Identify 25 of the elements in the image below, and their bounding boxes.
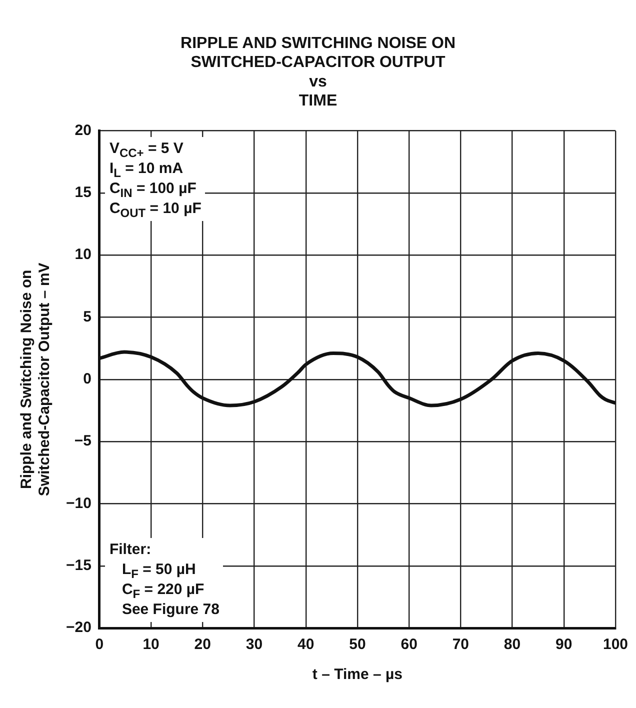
chart-title: RIPPLE AND SWITCHING NOISE ON SWITCHED-CAPACITOR OUTPUT vs TIME — [180, 35, 456, 110]
x-tick-label: 60 — [400, 636, 418, 654]
x-tick-label: 80 — [504, 636, 521, 654]
x-tick-label: 0 — [95, 636, 104, 654]
y-tick-label: −15 — [66, 556, 92, 574]
y-tick-label: 10 — [74, 246, 92, 264]
y-tick-label: 20 — [74, 122, 92, 139]
x-tick-label: 10 — [142, 636, 160, 654]
annotation: Filter: L$_{F}$ = 50 µH C$_{F}$ = 220 µF See Figure 78 — [105, 538, 224, 622]
y-tick-label: 0 — [83, 370, 92, 388]
x-tick-label: 30 — [246, 636, 263, 654]
x-tick-label: 100 — [602, 636, 628, 654]
x-axis-title: t – Time – µs — [312, 666, 403, 684]
y-axis-title: Ripple and Switching Noise on Switched-Capacitor Output – mV — [18, 262, 54, 496]
y-tick-label: 5 — [83, 308, 92, 326]
x-tick-label: 70 — [452, 636, 470, 654]
y-tick-label: −10 — [66, 494, 92, 512]
text: V$_{CC+}$ = 5 V I$_{L}$ = 10 mA C$_{IN}$ = 100 µF C$_{OUT}$ = 10 µF — [109, 140, 202, 220]
x-tick-label: 90 — [556, 636, 572, 654]
y-tick-label: −5 — [74, 432, 92, 450]
y-tick-label: −20 — [66, 619, 92, 636]
x-tick-label: 20 — [194, 636, 211, 654]
x-tick-label: 40 — [298, 636, 314, 654]
x-tick-label: 50 — [349, 636, 366, 654]
y-tick-label: 15 — [74, 184, 92, 202]
